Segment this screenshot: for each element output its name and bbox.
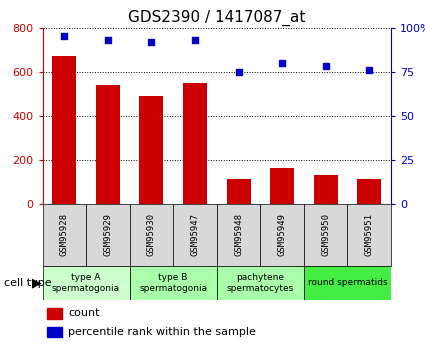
Point [235, 69, 242, 74]
Bar [217, 204, 260, 266]
Bar [347, 204, 391, 266]
Bar [139, 96, 163, 204]
Bar [42, 266, 130, 300]
Point [61, 33, 68, 39]
Text: GSM95949: GSM95949 [278, 213, 286, 256]
Point [148, 39, 155, 45]
Bar [227, 179, 250, 204]
Text: GSM95947: GSM95947 [190, 213, 199, 256]
Bar [173, 204, 217, 266]
Point [322, 63, 329, 69]
Text: pachytene
spermatocytes: pachytene spermatocytes [227, 273, 294, 293]
Text: round spermatids: round spermatids [308, 278, 387, 287]
Text: GSM95950: GSM95950 [321, 213, 330, 256]
Bar [130, 204, 173, 266]
Bar [47, 327, 62, 337]
Bar [86, 204, 130, 266]
Bar [304, 266, 391, 300]
Bar [52, 56, 76, 204]
Bar [260, 204, 304, 266]
Text: GSM95928: GSM95928 [60, 213, 69, 256]
Bar [217, 266, 304, 300]
Bar [47, 308, 62, 319]
Text: count: count [68, 308, 99, 318]
Text: GSM95951: GSM95951 [365, 213, 374, 256]
Bar [130, 266, 217, 300]
Point [192, 37, 198, 43]
Bar [314, 175, 337, 204]
Point [366, 67, 373, 72]
Text: percentile rank within the sample: percentile rank within the sample [68, 327, 256, 337]
Bar [96, 85, 120, 204]
Point [279, 60, 286, 66]
Point [105, 37, 111, 43]
Text: type B
spermatogonia: type B spermatogonia [139, 273, 207, 293]
Text: cell type: cell type [4, 278, 52, 288]
Text: GSM95930: GSM95930 [147, 213, 156, 256]
Bar [42, 204, 86, 266]
Bar [304, 204, 347, 266]
Text: GSM95948: GSM95948 [234, 213, 243, 256]
Bar [357, 179, 381, 204]
Text: ▶: ▶ [32, 276, 42, 289]
Bar [183, 82, 207, 204]
Text: GSM95929: GSM95929 [103, 213, 112, 256]
Title: GDS2390 / 1417087_at: GDS2390 / 1417087_at [128, 10, 306, 26]
Text: type A
spermatogonia: type A spermatogonia [52, 273, 120, 293]
Bar [270, 168, 294, 204]
